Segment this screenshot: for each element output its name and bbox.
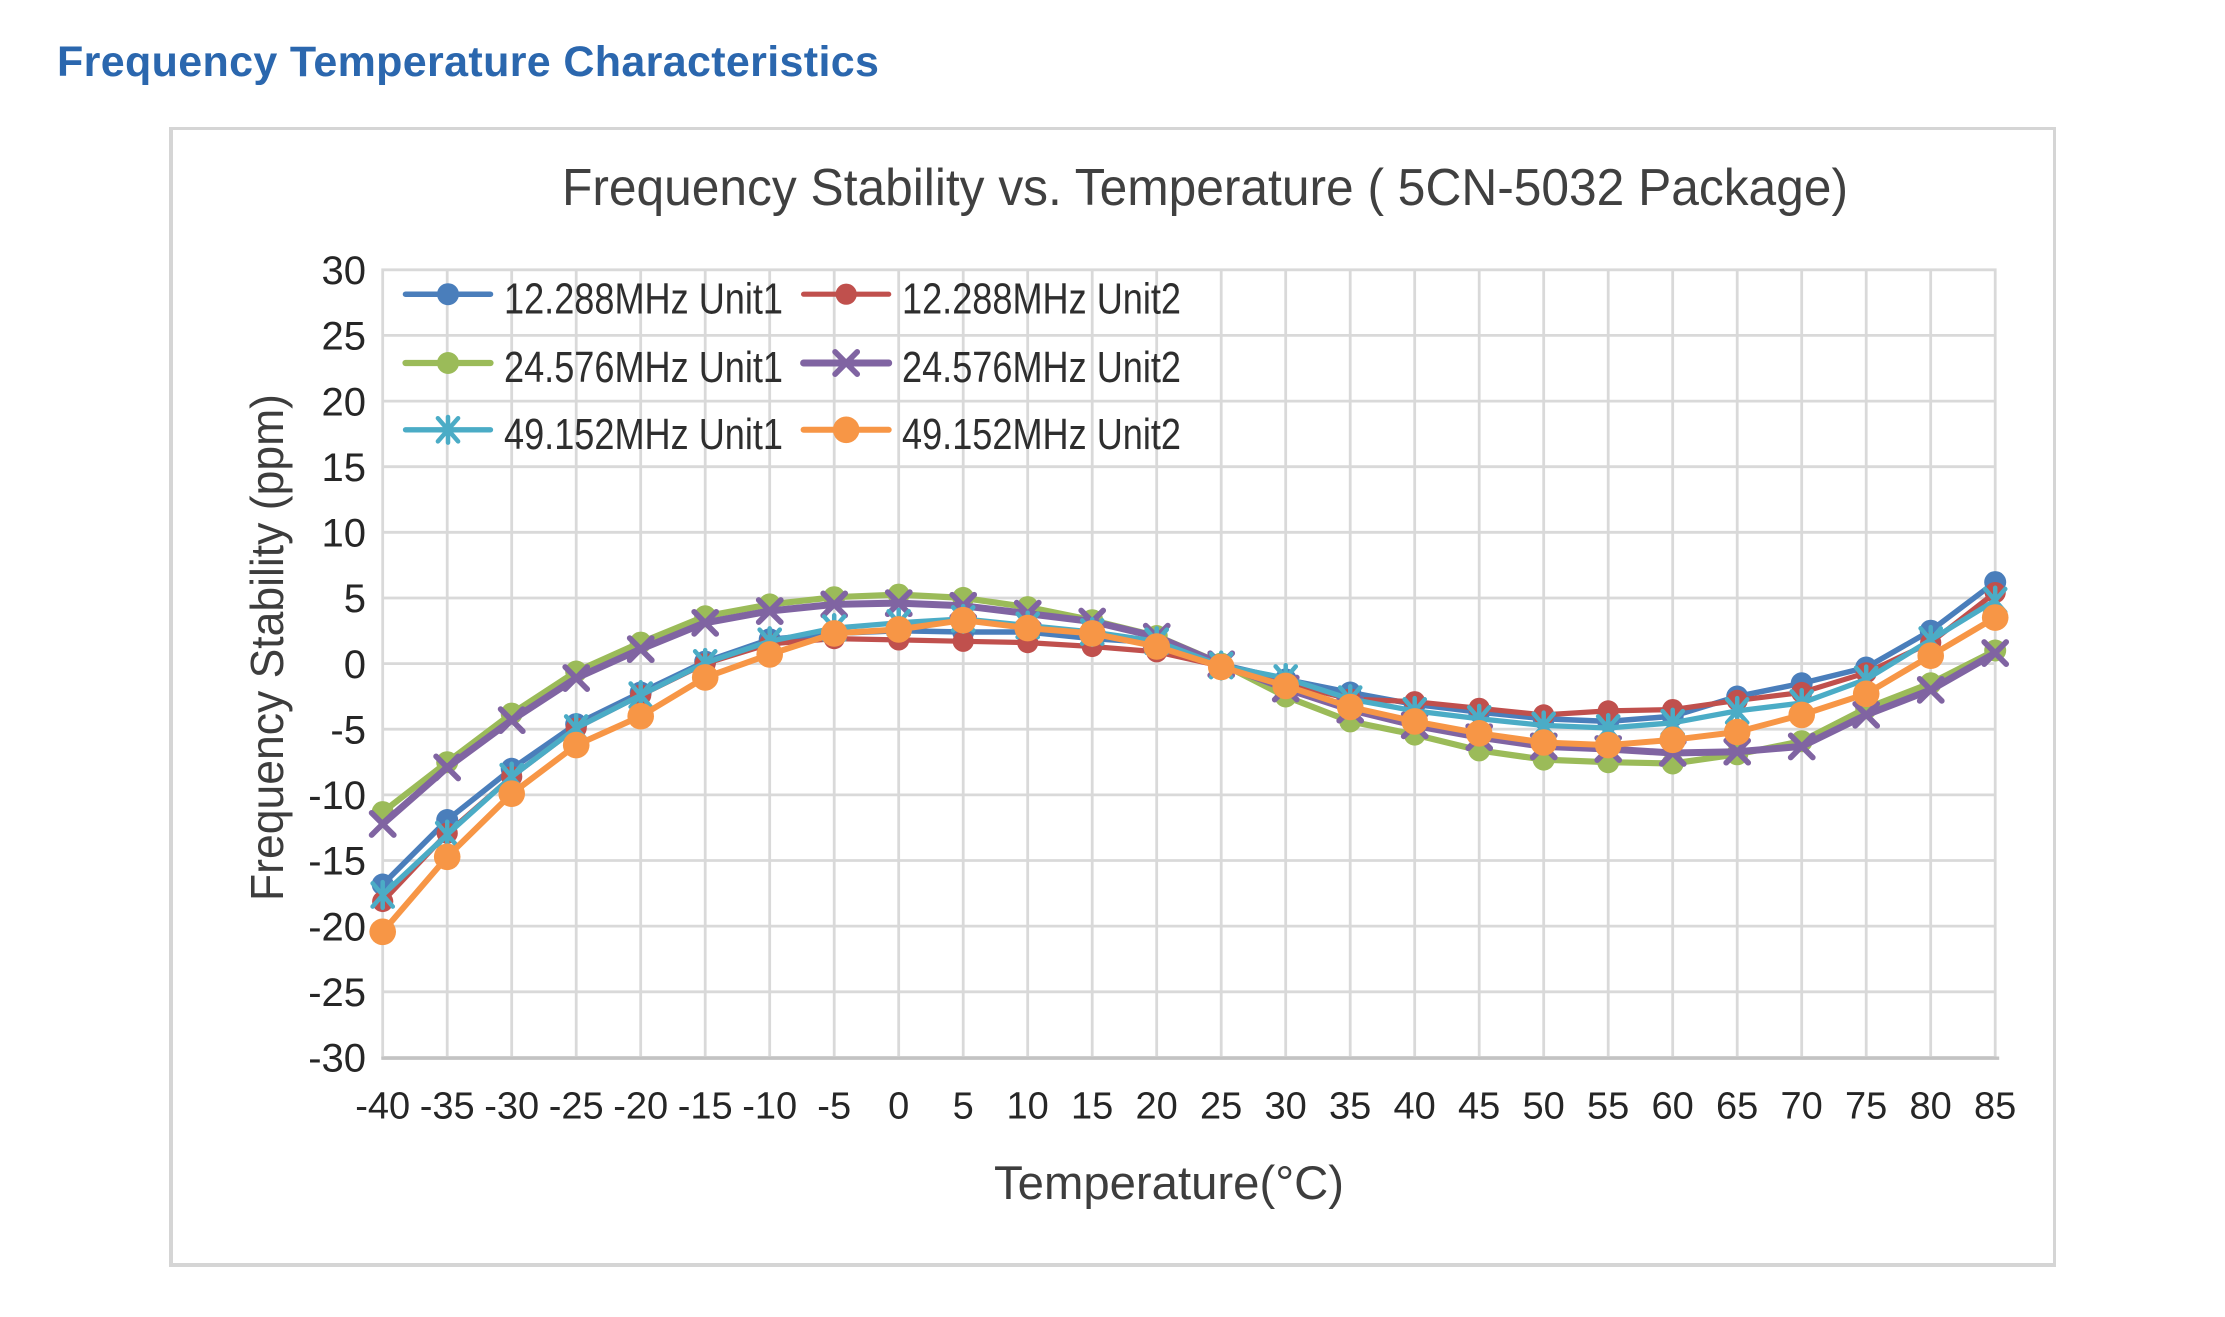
svg-text:-20: -20 (613, 1086, 668, 1128)
svg-text:-15: -15 (308, 840, 366, 884)
svg-text:12.288MHz Unit1: 12.288MHz Unit1 (504, 275, 783, 323)
svg-text:10: 10 (1007, 1086, 1049, 1128)
svg-text:15: 15 (322, 446, 367, 490)
svg-text:-15: -15 (678, 1086, 733, 1128)
svg-text:75: 75 (1845, 1086, 1887, 1128)
svg-text:5: 5 (344, 577, 366, 621)
svg-text:-25: -25 (308, 971, 366, 1015)
svg-text:-10: -10 (742, 1086, 797, 1128)
svg-text:Frequency Stability vs. Temper: Frequency Stability vs. Temperature ( 5C… (562, 159, 1848, 217)
svg-text:12.288MHz Unit2: 12.288MHz Unit2 (902, 275, 1181, 323)
svg-text:70: 70 (1781, 1086, 1823, 1128)
svg-text:-25: -25 (549, 1086, 604, 1128)
svg-text:-35: -35 (420, 1086, 475, 1128)
svg-text:-5: -5 (330, 708, 366, 752)
svg-text:Temperature(°C): Temperature(°C) (994, 1156, 1344, 1209)
svg-text:10: 10 (322, 512, 367, 556)
svg-text:25: 25 (1200, 1086, 1242, 1128)
svg-text:24.576MHz Unit2: 24.576MHz Unit2 (902, 344, 1181, 392)
svg-text:0: 0 (888, 1086, 909, 1128)
svg-text:-40: -40 (355, 1086, 410, 1128)
svg-text:80: 80 (1910, 1086, 1952, 1128)
svg-text:-20: -20 (308, 905, 366, 949)
svg-text:-10: -10 (308, 774, 366, 818)
svg-text:60: 60 (1652, 1086, 1694, 1128)
svg-text:20: 20 (1136, 1086, 1178, 1128)
svg-text:-30: -30 (484, 1086, 539, 1128)
svg-text:Frequency Stability (ppm): Frequency Stability (ppm) (241, 394, 293, 901)
svg-text:30: 30 (322, 249, 367, 293)
svg-text:65: 65 (1716, 1086, 1758, 1128)
svg-text:49.152MHz Unit2: 49.152MHz Unit2 (902, 411, 1181, 459)
svg-text:30: 30 (1265, 1086, 1307, 1128)
svg-text:25: 25 (322, 315, 367, 359)
svg-text:0: 0 (344, 643, 366, 687)
svg-text:40: 40 (1394, 1086, 1436, 1128)
svg-text:15: 15 (1071, 1086, 1113, 1128)
svg-text:50: 50 (1523, 1086, 1565, 1128)
svg-text:45: 45 (1458, 1086, 1500, 1128)
svg-text:35: 35 (1329, 1086, 1371, 1128)
svg-text:24.576MHz Unit1: 24.576MHz Unit1 (504, 344, 783, 392)
svg-text:49.152MHz Unit1: 49.152MHz Unit1 (504, 411, 783, 459)
svg-text:5: 5 (953, 1086, 974, 1128)
svg-text:85: 85 (1974, 1086, 2016, 1128)
svg-text:-5: -5 (817, 1086, 851, 1128)
svg-text:-30: -30 (308, 1037, 366, 1081)
svg-text:20: 20 (322, 380, 367, 424)
svg-text:55: 55 (1587, 1086, 1629, 1128)
